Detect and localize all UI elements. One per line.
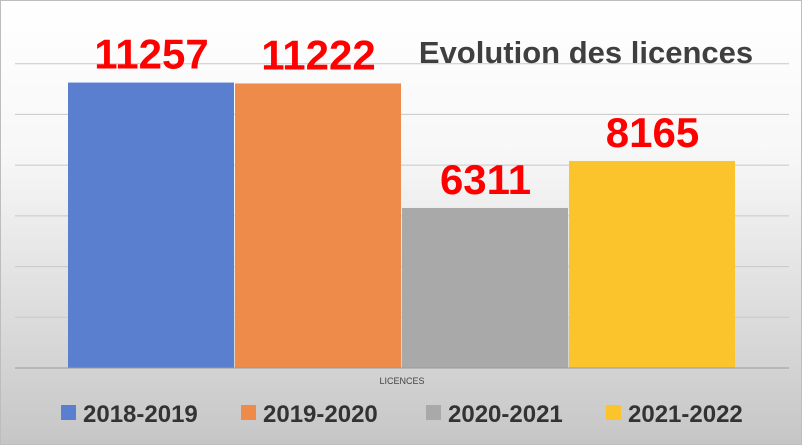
legend-swatch-2019-2020 <box>241 405 256 420</box>
data-label-2020-2021: 6311 <box>440 156 531 203</box>
legend-label-2021-2022: 2021-2022 <box>628 401 743 428</box>
data-label-2021-2022: 8165 <box>606 109 699 156</box>
legend-swatch-2020-2021 <box>426 405 441 420</box>
bar-2019-2020 <box>235 83 401 369</box>
bar-2021-2022 <box>569 160 735 368</box>
x-axis-label: LICENCES <box>379 376 424 386</box>
legend-label-2020-2021: 2020-2021 <box>448 401 563 428</box>
bar-2018-2019 <box>68 82 234 369</box>
legend-label-2019-2020: 2019-2020 <box>263 401 378 428</box>
legend-label-2018-2019: 2018-2019 <box>83 401 198 428</box>
chart-title: Evolution des licences <box>419 35 753 70</box>
data-label-2018-2019: 11257 <box>94 31 208 78</box>
bars <box>68 82 735 369</box>
data-label-2019-2020: 11222 <box>261 31 375 78</box>
legend-swatch-2021-2022 <box>606 405 621 420</box>
bar-2020-2021 <box>402 207 568 368</box>
legend: 2018-2019 2019-2020 2020-2021 2021-2022 <box>61 401 743 428</box>
data-labels: 11257 11222 6311 8165 <box>94 31 699 203</box>
legend-swatch-2018-2019 <box>61 405 76 420</box>
